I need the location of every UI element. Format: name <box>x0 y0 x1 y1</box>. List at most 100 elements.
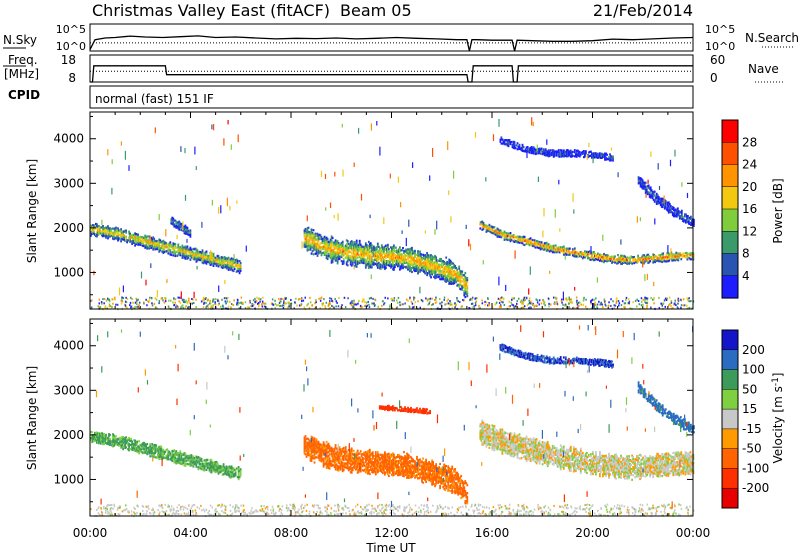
power-echo-pixel <box>444 280 447 283</box>
power-echo-pixel <box>387 255 389 258</box>
velocity-echo-pixel <box>188 463 191 466</box>
power-echo-pixel <box>667 201 670 204</box>
power-echo-pixel <box>374 248 377 251</box>
power-echo-pixel <box>406 249 408 252</box>
power-echo-pixel <box>362 260 365 263</box>
power-echo-pixel <box>346 252 349 255</box>
power-echo-pixel <box>424 254 426 257</box>
power-echo-pixel <box>607 158 609 161</box>
power-echo-pixel <box>649 260 652 263</box>
velocity-echo-pixel <box>181 461 184 464</box>
power-echo-pixel <box>564 154 567 158</box>
power-echo-pixel <box>672 213 675 216</box>
power-echo-pixel <box>385 266 387 269</box>
power-echo-pixel <box>581 255 584 258</box>
power-echo-pixel <box>177 247 180 250</box>
date-title: 21/Feb/2014 <box>593 1 693 20</box>
velocity-echo-pixel <box>98 436 100 439</box>
power-echo-pixel <box>217 255 220 258</box>
power-echo-pixel <box>433 255 435 258</box>
power-echo-pixel <box>668 203 671 206</box>
velocity-echo-pixel <box>234 469 237 473</box>
power-echo-pixel <box>644 191 647 194</box>
power-echo-pixel <box>185 253 188 256</box>
power-echo-pixel <box>538 147 541 150</box>
power-echo-pixel <box>175 224 178 227</box>
power-echo-pixel <box>409 268 411 271</box>
power-echo-pixel <box>583 251 585 255</box>
power-ground-pixel <box>360 306 362 309</box>
power-echo-pixel <box>449 259 452 262</box>
power-echo-pixel <box>454 273 457 276</box>
power-echo-pixel <box>676 209 679 212</box>
power-ground-pixel <box>440 304 443 307</box>
power-ground-pixel <box>99 306 101 309</box>
power-echo-pixel <box>656 194 659 197</box>
power-echo-pixel <box>136 233 138 236</box>
power-echo-pixel <box>444 261 447 265</box>
power-echo-pixel <box>395 262 397 265</box>
power-echo-pixel <box>223 258 226 261</box>
power-echo-pixel <box>213 260 216 263</box>
velocity-echo-pixel <box>213 466 216 469</box>
power-ground-pixel <box>638 303 641 306</box>
power-echo-pixel <box>633 262 635 265</box>
power-echo-pixel <box>557 248 560 251</box>
power-echo-pixel <box>628 256 630 259</box>
power-echo-pixel <box>99 230 101 233</box>
power-echo-pixel <box>461 280 464 283</box>
power-echo-pixel <box>112 233 114 236</box>
power-echo-pixel <box>555 154 558 157</box>
power-echo-pixel <box>305 235 308 238</box>
power-echo-pixel <box>313 238 316 241</box>
power-echo-pixel <box>649 188 652 191</box>
power-echo-pixel <box>655 192 658 195</box>
power-echo-pixel <box>650 189 653 192</box>
power-echo-pixel <box>482 226 485 229</box>
power-echo-pixel <box>364 254 367 257</box>
power-echo-pixel <box>535 244 538 247</box>
power-echo-pixel <box>354 257 357 260</box>
power-echo-pixel <box>436 261 438 264</box>
velocity-echo-pixel <box>145 449 148 452</box>
power-echo-pixel <box>337 254 340 257</box>
power-echo-pixel <box>546 248 549 251</box>
power-echo-pixel <box>556 150 559 153</box>
power-speckle-pixel <box>461 285 463 289</box>
power-echo-pixel <box>324 251 327 254</box>
power-echo-pixel <box>331 256 334 259</box>
colorbar-swatch <box>722 120 738 143</box>
power-echo-pixel <box>226 257 229 260</box>
power-echo-pixel <box>609 157 611 160</box>
power-ground-pixel <box>577 301 580 304</box>
power-echo-pixel <box>312 237 315 240</box>
power-echo-pixel <box>571 254 574 257</box>
power-echo-pixel <box>169 253 172 256</box>
power-echo-pixel <box>314 246 317 249</box>
power-ground-pixel <box>274 307 277 310</box>
power-echo-pixel <box>138 236 140 239</box>
power-echo-pixel <box>659 201 662 205</box>
power-echo-pixel <box>353 251 356 254</box>
power-echo-pixel <box>220 260 223 263</box>
power-echo-pixel <box>339 249 342 252</box>
power-echo-pixel <box>384 245 386 248</box>
power-echo-pixel <box>325 236 328 239</box>
power-ground-pixel <box>455 304 457 307</box>
power-echo-pixel <box>513 141 516 144</box>
power-echo-pixel <box>334 243 337 246</box>
velocity-echo-pixel <box>218 469 221 472</box>
velocity-echo-pixel <box>129 439 131 443</box>
power-echo-pixel <box>106 227 108 230</box>
power-echo-pixel <box>407 264 409 267</box>
power-echo-pixel <box>441 265 443 268</box>
power-echo-pixel <box>445 264 448 267</box>
power-echo-pixel <box>352 244 355 247</box>
power-echo-pixel <box>545 247 548 250</box>
power-echo-pixel <box>402 247 404 250</box>
power-ground-pixel <box>501 296 503 299</box>
power-ground-pixel <box>391 306 394 309</box>
power-echo-pixel <box>447 267 450 270</box>
power-echo-pixel <box>153 241 156 244</box>
velocity-echo-pixel <box>189 460 192 463</box>
